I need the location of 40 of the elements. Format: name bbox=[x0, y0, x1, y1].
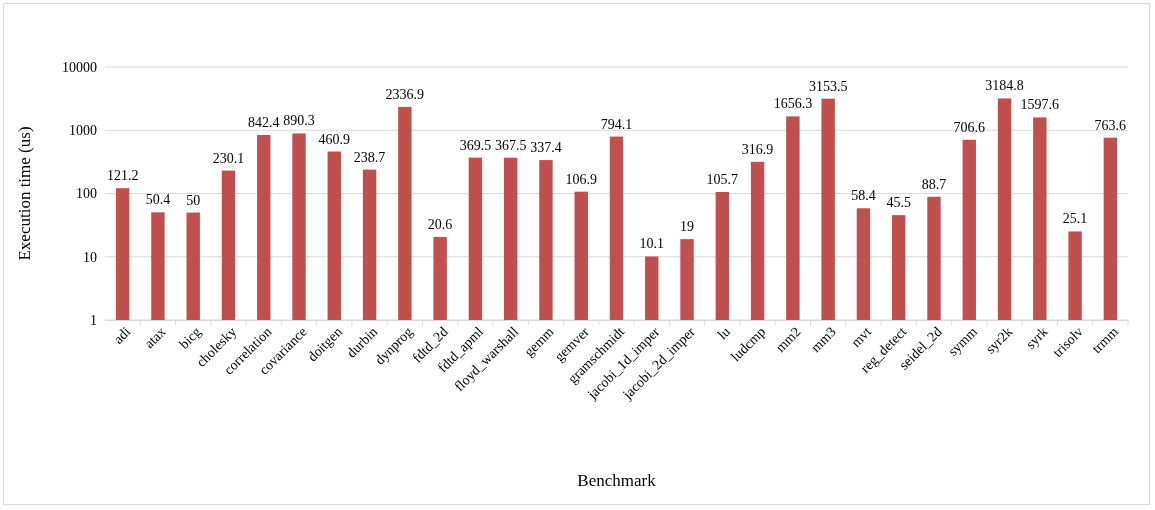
data-label: 230.1 bbox=[212, 150, 245, 166]
y-tick-label: 100 bbox=[76, 186, 97, 202]
x-tick-label: syrk bbox=[1022, 324, 1051, 352]
y-tick-label: 1 bbox=[90, 312, 97, 328]
data-label: 50.4 bbox=[145, 192, 171, 208]
y-tick-label: 1000 bbox=[69, 123, 97, 139]
data-label: 238.7 bbox=[353, 149, 386, 165]
data-label: 10.1 bbox=[639, 236, 665, 252]
data-label: 25.1 bbox=[1062, 211, 1088, 227]
data-label: 369.5 bbox=[459, 137, 492, 153]
data-label: 105.7 bbox=[706, 171, 739, 187]
data-label: 45.5 bbox=[886, 195, 911, 211]
data-label: 2336.9 bbox=[385, 86, 425, 102]
data-label: 706.6 bbox=[953, 119, 986, 135]
data-label: 3184.8 bbox=[985, 78, 1024, 94]
data-label: 794.1 bbox=[600, 116, 633, 132]
data-label: 1656.3 bbox=[773, 96, 813, 112]
y-axis-title: Execution time (us) bbox=[15, 126, 34, 261]
data-label: 58.4 bbox=[851, 188, 876, 204]
y-tick-label: 10000 bbox=[62, 59, 97, 75]
data-label: 88.7 bbox=[921, 176, 947, 192]
data-label: 19 bbox=[680, 219, 695, 235]
data-label: 842.4 bbox=[247, 114, 280, 130]
data-label: 460.9 bbox=[318, 131, 351, 147]
data-label: 50 bbox=[186, 192, 201, 208]
x-tick-label: lu bbox=[714, 324, 734, 343]
x-axis-title: Benchmark bbox=[577, 471, 657, 490]
x-tick-label: adi bbox=[110, 324, 134, 347]
data-label: 367.5 bbox=[494, 137, 527, 153]
data-label: 3153.5 bbox=[808, 78, 848, 94]
data-label: 121.2 bbox=[106, 168, 139, 184]
data-label: 1597.6 bbox=[1020, 97, 1060, 113]
y-tick-label: 10 bbox=[83, 249, 97, 265]
data-label: 890.3 bbox=[283, 113, 315, 129]
data-label: 763.6 bbox=[1094, 117, 1127, 133]
data-label: 20.6 bbox=[427, 216, 453, 232]
data-label: 316.9 bbox=[741, 141, 774, 157]
x-tick-label: atax bbox=[141, 324, 169, 352]
data-label: 106.9 bbox=[565, 171, 597, 187]
data-label: 337.4 bbox=[530, 140, 562, 156]
